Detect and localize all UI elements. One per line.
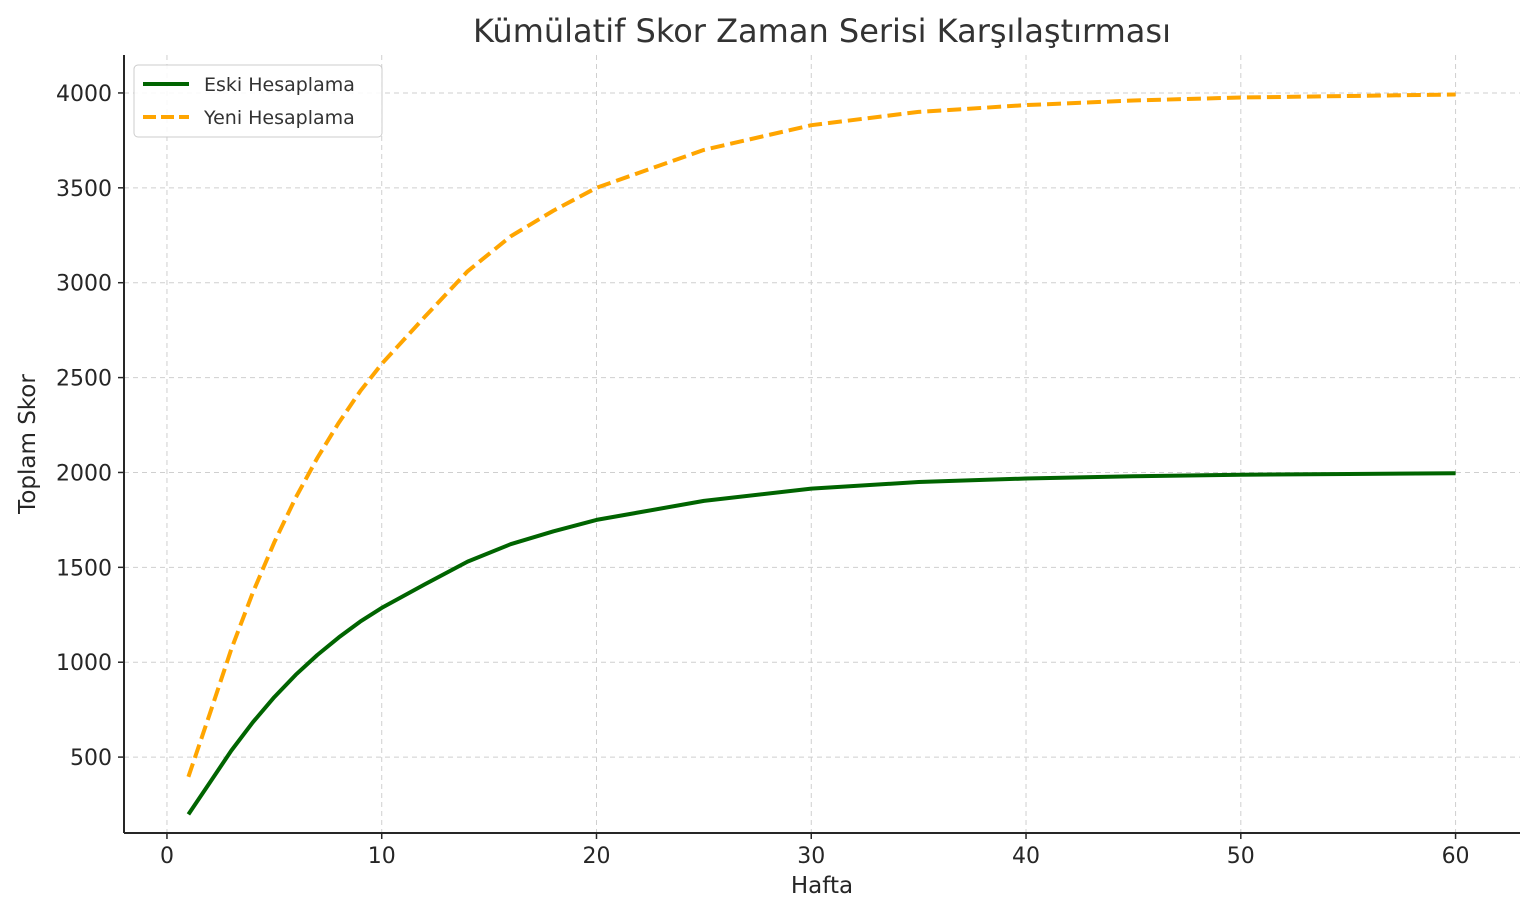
x-tick-label: 20 bbox=[582, 844, 610, 869]
x-tick-label: 40 bbox=[1012, 844, 1040, 869]
grid bbox=[124, 55, 1520, 833]
x-tick-label: 50 bbox=[1227, 844, 1255, 869]
x-axis-label: Hafta bbox=[791, 873, 853, 899]
y-axis-label: Toplam Skor bbox=[15, 374, 41, 515]
x-tick-label: 30 bbox=[797, 844, 825, 869]
y-tick-label: 3000 bbox=[56, 272, 112, 297]
y-tick-label: 1500 bbox=[56, 556, 112, 581]
series-line-yeni-hesaplama bbox=[186, 92, 1456, 778]
y-tick-label: 3500 bbox=[56, 177, 112, 202]
x-tick-label: 10 bbox=[368, 844, 396, 869]
y-tick-label: 4000 bbox=[56, 82, 112, 107]
legend: Eski Hesaplama Yeni Hesaplama bbox=[133, 64, 383, 138]
x-tick-label: 60 bbox=[1442, 844, 1470, 869]
y-tick-label: 500 bbox=[70, 746, 112, 771]
axes bbox=[123, 55, 1520, 834]
legend-label-yeni-hesaplama: Yeni Hesaplama bbox=[203, 107, 355, 129]
y-tick-label: 2000 bbox=[56, 461, 112, 486]
plot-area bbox=[186, 92, 1456, 816]
y-ticks: 500 1000 1500 2000 2500 3000 3500 4000 bbox=[56, 82, 124, 771]
x-tick-label: 0 bbox=[160, 844, 174, 869]
legend-label-eski-hesaplama: Eski Hesaplama bbox=[204, 74, 355, 96]
legend-frame bbox=[133, 64, 383, 138]
series-line-eski-hesaplama bbox=[186, 471, 1456, 816]
y-tick-label: 1000 bbox=[56, 651, 112, 676]
x-ticks: 0 10 20 30 40 50 60 bbox=[160, 833, 1470, 869]
chart-title: Kümülatif Skor Zaman Serisi Karşılaştırm… bbox=[473, 12, 1171, 50]
y-tick-label: 2500 bbox=[56, 367, 112, 392]
